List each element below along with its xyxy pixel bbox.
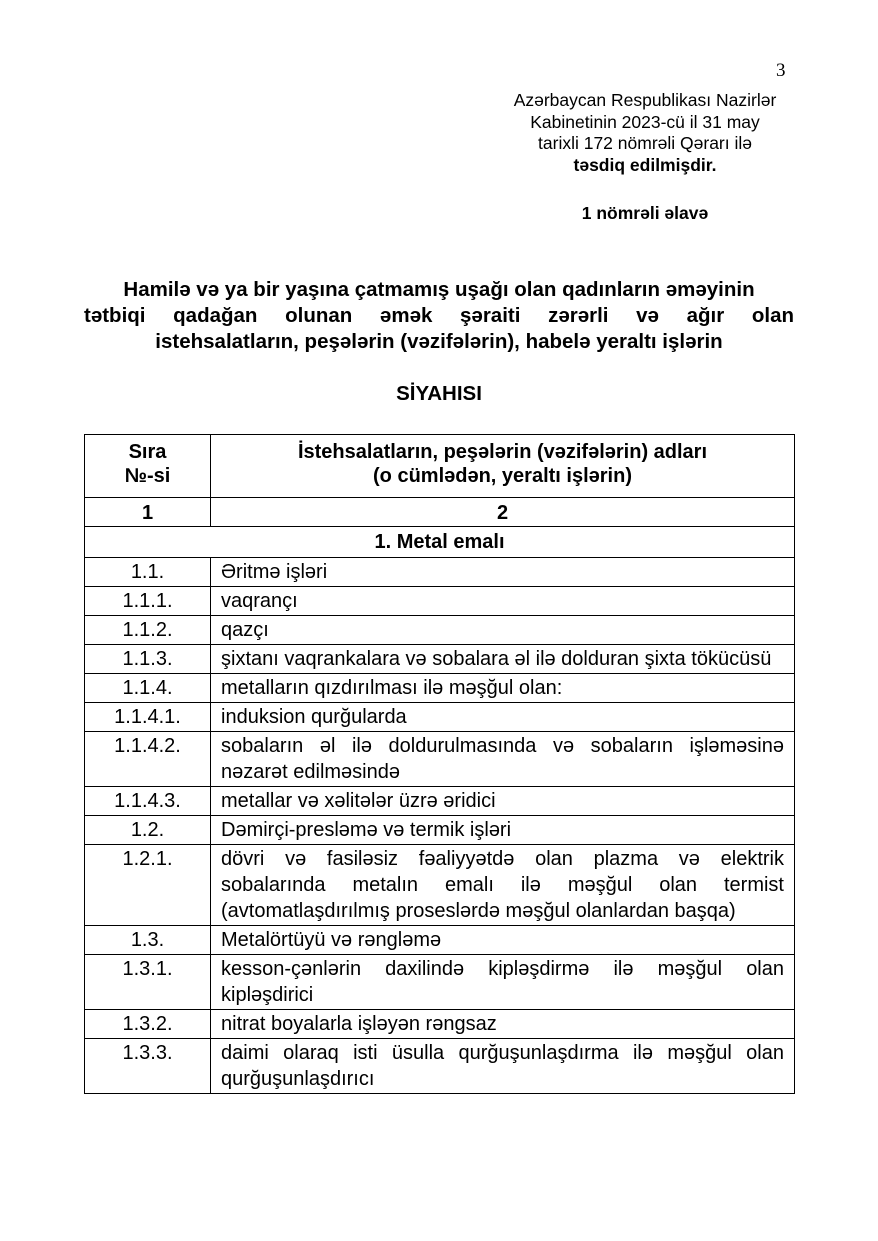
title-line: tətbiqi qadağan olunan əmək şəraiti zərə… bbox=[84, 304, 794, 327]
row-number: 1.1.4.1. bbox=[84, 702, 211, 732]
table-row: 1.2. Dəmirçi-presləmə və termik işləri bbox=[84, 815, 795, 845]
header-text: İstehsalatların, peşələrin (vəzifələrin)… bbox=[297, 441, 708, 463]
approval-line: Azərbaycan Respublikası Nazirlər bbox=[513, 90, 777, 110]
title-line: istehsalatların, peşələrin (vəzifələrin)… bbox=[155, 330, 723, 353]
row-text: şixtanı vaqrankalara və sobalara əl ilə … bbox=[210, 644, 795, 674]
table-row: 1.3. Metalörtüyü və rəngləmə bbox=[84, 925, 795, 955]
row-number: 1.3.3. bbox=[84, 1038, 211, 1094]
row-number: 1.1.1. bbox=[84, 586, 211, 616]
row-text: induksion qurğularda bbox=[210, 702, 795, 732]
row-number: 1.3.1. bbox=[84, 954, 211, 1010]
table-row: 1.2.1. dövri və fasiləsiz fəaliyyətdə ola… bbox=[84, 844, 795, 926]
row-text: Metalörtüyü və rəngləmə bbox=[210, 925, 795, 955]
row-number: 1.2. bbox=[84, 815, 211, 845]
row-text: kesson-çənlərin daxilində kipləşdirmə il… bbox=[210, 954, 795, 1010]
header-number: Sıra №-si bbox=[84, 434, 211, 498]
row-number: 1.1.2. bbox=[84, 615, 211, 645]
row-text: metalların qızdırılması ilə məşğul olan: bbox=[210, 673, 795, 703]
column-number: 1 bbox=[84, 497, 211, 527]
table-row: 1.3.2. nitrat boyalarla işləyən rəngsaz bbox=[84, 1009, 795, 1039]
professions-table: Sıra №-si İstehsalatların, peşələrin (və… bbox=[84, 434, 795, 1094]
row-number: 1.3. bbox=[84, 925, 211, 955]
table-row: 1.1. Əritmə işləri bbox=[84, 557, 795, 587]
row-text: daimi olaraq isti üsulla qurğuşunlaşdırm… bbox=[210, 1038, 795, 1094]
row-text: qazçı bbox=[210, 615, 795, 645]
row-text: metallar və xəlitələr üzrə əridici bbox=[210, 786, 795, 816]
row-number: 1.1.4.2. bbox=[84, 731, 211, 787]
row-number: 1.1.4.3. bbox=[84, 786, 211, 816]
annex-label: 1 nömrəli əlavə bbox=[581, 203, 709, 223]
page-number: 3 bbox=[776, 60, 786, 81]
header-name: İstehsalatların, peşələrin (vəzifələrin)… bbox=[210, 434, 795, 498]
row-text: vaqrançı bbox=[210, 586, 795, 616]
list-heading: SİYAHISI bbox=[396, 382, 482, 405]
table-row: 1.1.4.1. induksion qurğularda bbox=[84, 702, 795, 732]
document-title: Hamilə və ya bir yaşına çatmamış uşağı o… bbox=[84, 277, 794, 355]
row-text: Əritmə işləri bbox=[210, 557, 795, 587]
column-number: 2 bbox=[210, 497, 795, 527]
row-number: 1.1.3. bbox=[84, 644, 211, 674]
table-row: 1.1.2. qazçı bbox=[84, 615, 795, 645]
table-row: 1.3.3. daimi olaraq isti üsulla qurğuşunl… bbox=[84, 1038, 795, 1094]
approval-bold-line: təsdiq edilmişdir. bbox=[573, 154, 717, 175]
table-row: 1.1.3. şixtanı vaqrankalara və sobalara ə… bbox=[84, 644, 795, 674]
table-row: 1.1.1. vaqrançı bbox=[84, 586, 795, 616]
row-number: 1.1.4. bbox=[84, 673, 211, 703]
title-line: Hamilə və ya bir yaşına çatmamış uşağı o… bbox=[123, 278, 755, 301]
header-text: №-si bbox=[124, 465, 171, 487]
table-row: 1.3.1. kesson-çənlərin daxilində kipləşdi… bbox=[84, 954, 795, 1010]
row-number: 1.3.2. bbox=[84, 1009, 211, 1039]
approval-line: Kabinetinin 2023-cü il 31 may bbox=[530, 111, 760, 132]
table-row: 1.1.4.2. sobaların əl ilə doldurulmasında… bbox=[84, 731, 795, 787]
row-text: dövri və fasiləsiz fəaliyyətdə olan plaz… bbox=[210, 844, 795, 926]
row-text: sobaların əl ilə doldurulmasında və soba… bbox=[210, 731, 795, 787]
header-text: Sıra bbox=[128, 441, 167, 463]
row-number: 1.1. bbox=[84, 557, 211, 587]
row-text: Dəmirçi-presləmə və termik işləri bbox=[210, 815, 795, 845]
table-header-row: Sıra №-si İstehsalatların, peşələrin (və… bbox=[84, 434, 795, 498]
row-text: nitrat boyalarla işləyən rəngsaz bbox=[210, 1009, 795, 1039]
column-number-row: 1 2 bbox=[84, 497, 795, 527]
header-text: (o cümlədən, yeraltı işlərin) bbox=[373, 465, 632, 487]
approval-stamp: Azərbaycan Respublikası Nazirlər Kabinet… bbox=[480, 90, 810, 176]
row-number: 1.2.1. bbox=[84, 844, 211, 926]
table-row: 1.1.4. metalların qızdırılması ilə məşğul… bbox=[84, 673, 795, 703]
table-row: 1.1.4.3. metallar və xəlitələr üzrə əridi… bbox=[84, 786, 795, 816]
approval-line: tarixli 172 nömrəli Qərarı ilə bbox=[538, 133, 752, 153]
section-row: 1. Metal emalı bbox=[84, 526, 795, 558]
section-title: 1. Metal emalı bbox=[84, 526, 795, 558]
